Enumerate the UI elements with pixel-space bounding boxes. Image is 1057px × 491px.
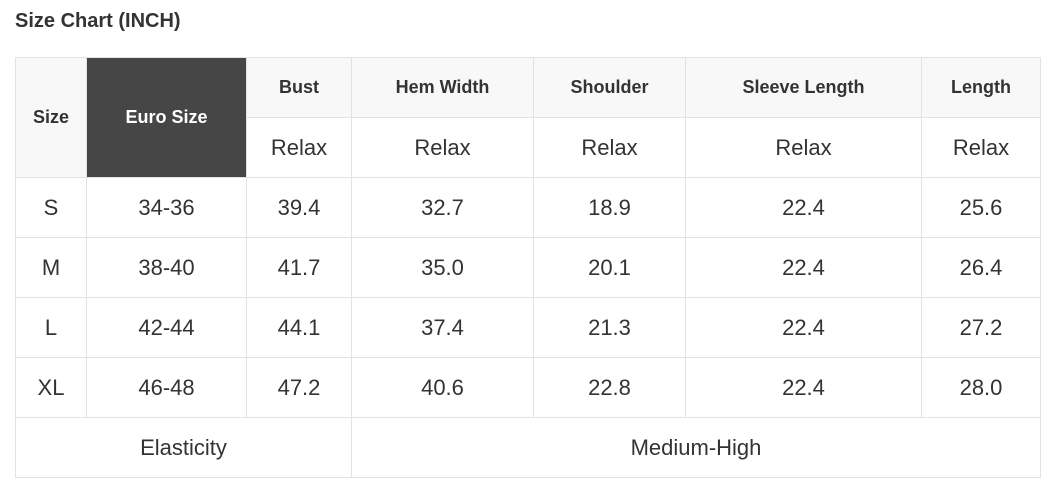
table-cell: 40.6 [351,357,534,418]
table-cell: 41.7 [246,237,352,298]
subheader-cell: Relax [533,117,686,178]
table-cell: M [15,237,87,298]
table-cell: S [15,177,87,238]
header-row: Size Euro Size Bust Hem Width Shoulder S… [15,57,1041,178]
table-cell: 21.3 [533,297,686,358]
subheader-cell: Relax [246,117,352,178]
header-bust: Bust [246,57,352,118]
table-cell: 28.0 [921,357,1041,418]
table-cell: 38-40 [86,237,247,298]
table-row: XL 46-48 47.2 40.6 22.8 22.4 28.0 [15,357,1041,418]
table-cell: 34-36 [86,177,247,238]
table-cell: 18.9 [533,177,686,238]
table-cell: 44.1 [246,297,352,358]
table-cell: 39.4 [246,177,352,238]
table-cell: 47.2 [246,357,352,418]
subheader-cell: Relax [351,117,534,178]
table-cell: L [15,297,87,358]
elasticity-label: Elasticity [15,417,352,478]
header-shoulder: Shoulder [533,57,686,118]
table-cell: 27.2 [921,297,1041,358]
header-hem-width: Hem Width [351,57,534,118]
table-cell: 26.4 [921,237,1041,298]
table-row: L 42-44 44.1 37.4 21.3 22.4 27.2 [15,297,1041,358]
page-title: Size Chart (INCH) [15,10,181,32]
table-cell: 22.4 [685,297,922,358]
subheader-cell: Relax [685,117,922,178]
table-row: M 38-40 41.7 35.0 20.1 22.4 26.4 [15,237,1041,298]
header-euro-size: Euro Size [86,57,247,178]
header-length: Length [921,57,1041,118]
footer-row: Elasticity Medium-High [15,417,1041,478]
table-cell: XL [15,357,87,418]
table-cell: 35.0 [351,237,534,298]
table-cell: 22.4 [685,177,922,238]
table-cell: 22.4 [685,237,922,298]
table-cell: 22.8 [533,357,686,418]
table-row: S 34-36 39.4 32.7 18.9 22.4 25.6 [15,177,1041,238]
table-cell: 22.4 [685,357,922,418]
table-cell: 32.7 [351,177,534,238]
table-cell: 42-44 [86,297,247,358]
size-chart-table: Size Euro Size Bust Hem Width Shoulder S… [15,57,1041,478]
table-cell: 46-48 [86,357,247,418]
table-cell: 25.6 [921,177,1041,238]
elasticity-value: Medium-High [351,417,1041,478]
header-size: Size [15,57,87,178]
header-sleeve-length: Sleeve Length [685,57,922,118]
subheader-cell: Relax [921,117,1041,178]
table-cell: 20.1 [533,237,686,298]
table-cell: 37.4 [351,297,534,358]
